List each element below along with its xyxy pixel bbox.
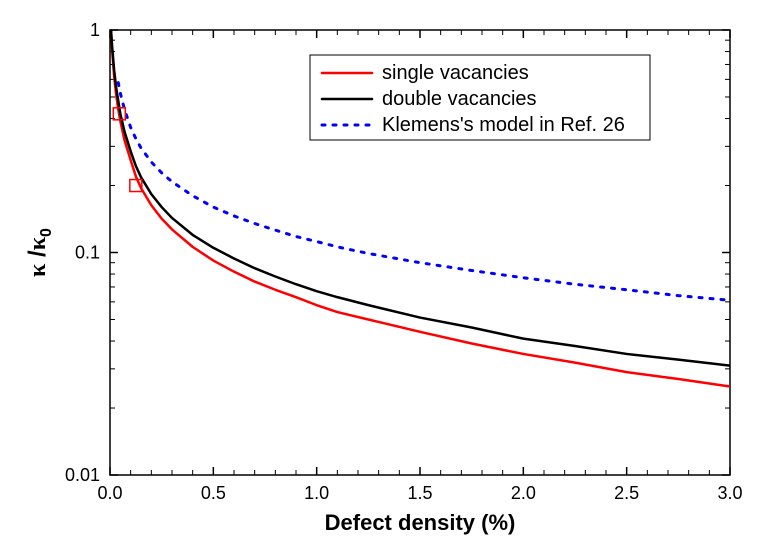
- x-axis-label: Defect density (%): [325, 510, 516, 535]
- x-tick-label: 2.5: [614, 483, 639, 503]
- legend-label: Klemens's model in Ref. 26: [382, 114, 625, 136]
- x-tick-label: 1.5: [407, 483, 432, 503]
- y-tick-label: 0.1: [75, 243, 100, 263]
- chart-svg: 0.0 0.5 1.0 1.5 2.0 2.5 3.0 0.01 0.1 1 Defect dens…: [0, 0, 764, 555]
- chart-container: 0.0 0.5 1.0 1.5 2.0 2.5 3.0 0.01 0.1 1 Defect dens…: [0, 0, 764, 555]
- legend-label: single vacancies: [382, 62, 529, 84]
- y-tick-label: 0.01: [65, 465, 100, 485]
- x-tick-label: 0.0: [97, 483, 122, 503]
- x-tick-label: 0.5: [201, 483, 226, 503]
- x-tick-label: 1.0: [304, 483, 329, 503]
- legend-label: double vacancies: [382, 88, 537, 110]
- y-tick-label: 1: [90, 20, 100, 40]
- x-tick-label: 3.0: [717, 483, 742, 503]
- x-tick-label: 2.0: [511, 483, 536, 503]
